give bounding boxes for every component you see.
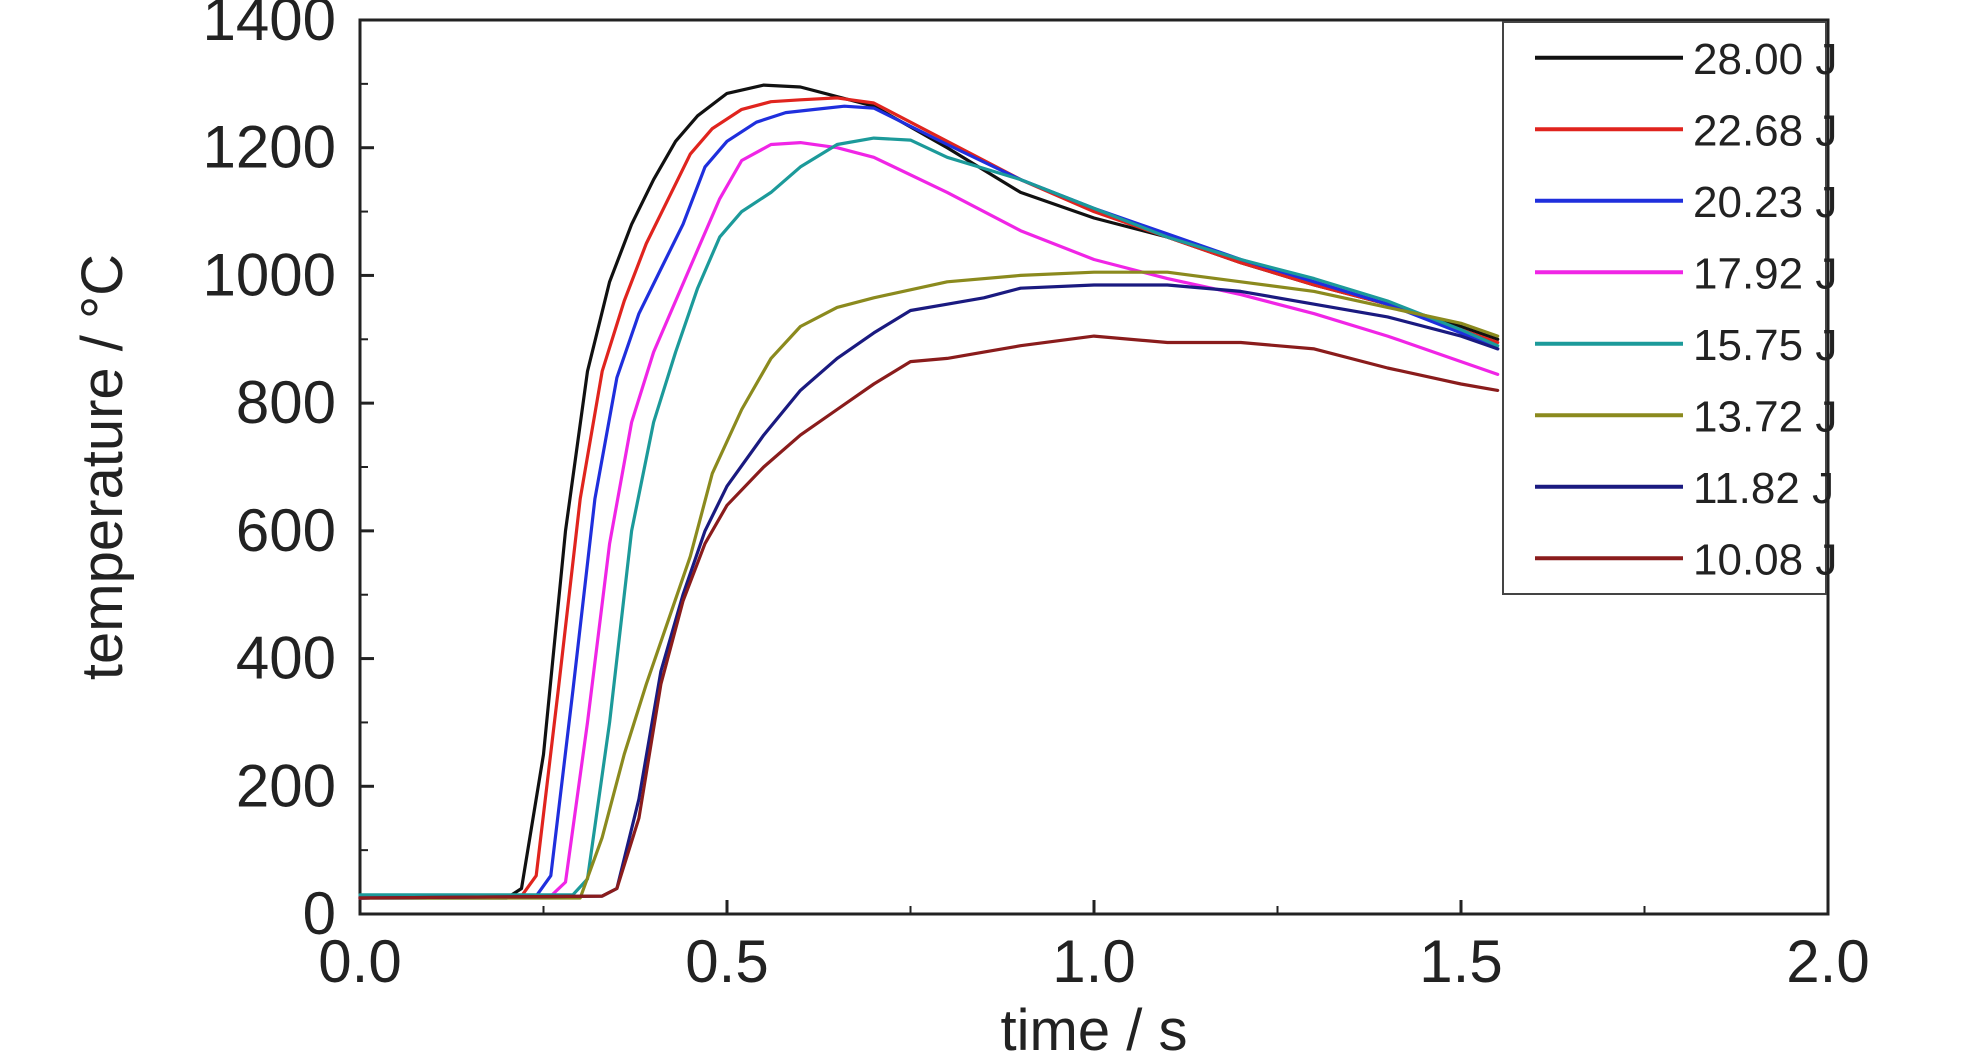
legend-entry-label: 20.23 J [1693, 178, 1837, 227]
legend-entry-label: 15.75 J [1693, 321, 1837, 370]
axis-ticks: 0.0 0.5 1.0 1.5 2.0 0 200 400 600 800 1000 1200 1400 [203, 0, 1870, 995]
legend-entry-label: 11.82 J [1693, 464, 1834, 513]
legend-entry-label: 28.00 J [1693, 35, 1837, 84]
series-line [358, 136, 1500, 897]
series-line [358, 96, 1500, 900]
y-tick-label: 1000 [203, 241, 336, 308]
y-tick-label: 800 [236, 369, 336, 436]
series-line [358, 83, 1500, 900]
y-tick-label: 200 [236, 752, 336, 819]
series-line [358, 104, 1500, 900]
legend-entry-label: 10.08 J [1693, 535, 1837, 584]
series-line [358, 270, 1500, 900]
y-tick-label: 0 [303, 880, 336, 947]
x-tick-label: 0.0 [318, 928, 401, 995]
x-axis-label: time / s [1001, 998, 1188, 1063]
series-layer [358, 83, 1500, 900]
series-line [358, 334, 1500, 900]
x-tick-label: 1.0 [1052, 928, 1135, 995]
x-tick-label: 1.5 [1419, 928, 1502, 995]
x-tick-label: 2.0 [1786, 928, 1869, 995]
legend-box [1502, 21, 1827, 595]
legend-entry-label: 22.68 J [1693, 106, 1837, 155]
y-axis-label: temperature / °C [70, 254, 135, 680]
series-line [358, 141, 1500, 900]
legend-entry-label: 17.92 J [1693, 249, 1837, 298]
y-tick-label: 600 [236, 497, 336, 564]
legend: 28.00 J 22.68 J 20.23 J 17.92 J 15.75 J 13.72… [1502, 21, 1837, 595]
y-tick-label: 1400 [203, 0, 336, 53]
legend-entry-label: 13.72 J [1693, 392, 1837, 441]
y-tick-label: 1200 [203, 114, 336, 181]
series-line [358, 283, 1500, 900]
y-tick-label: 400 [236, 625, 336, 692]
x-tick-label: 0.5 [685, 928, 768, 995]
axis-labels: time / s temperature / °C [70, 254, 1187, 1063]
